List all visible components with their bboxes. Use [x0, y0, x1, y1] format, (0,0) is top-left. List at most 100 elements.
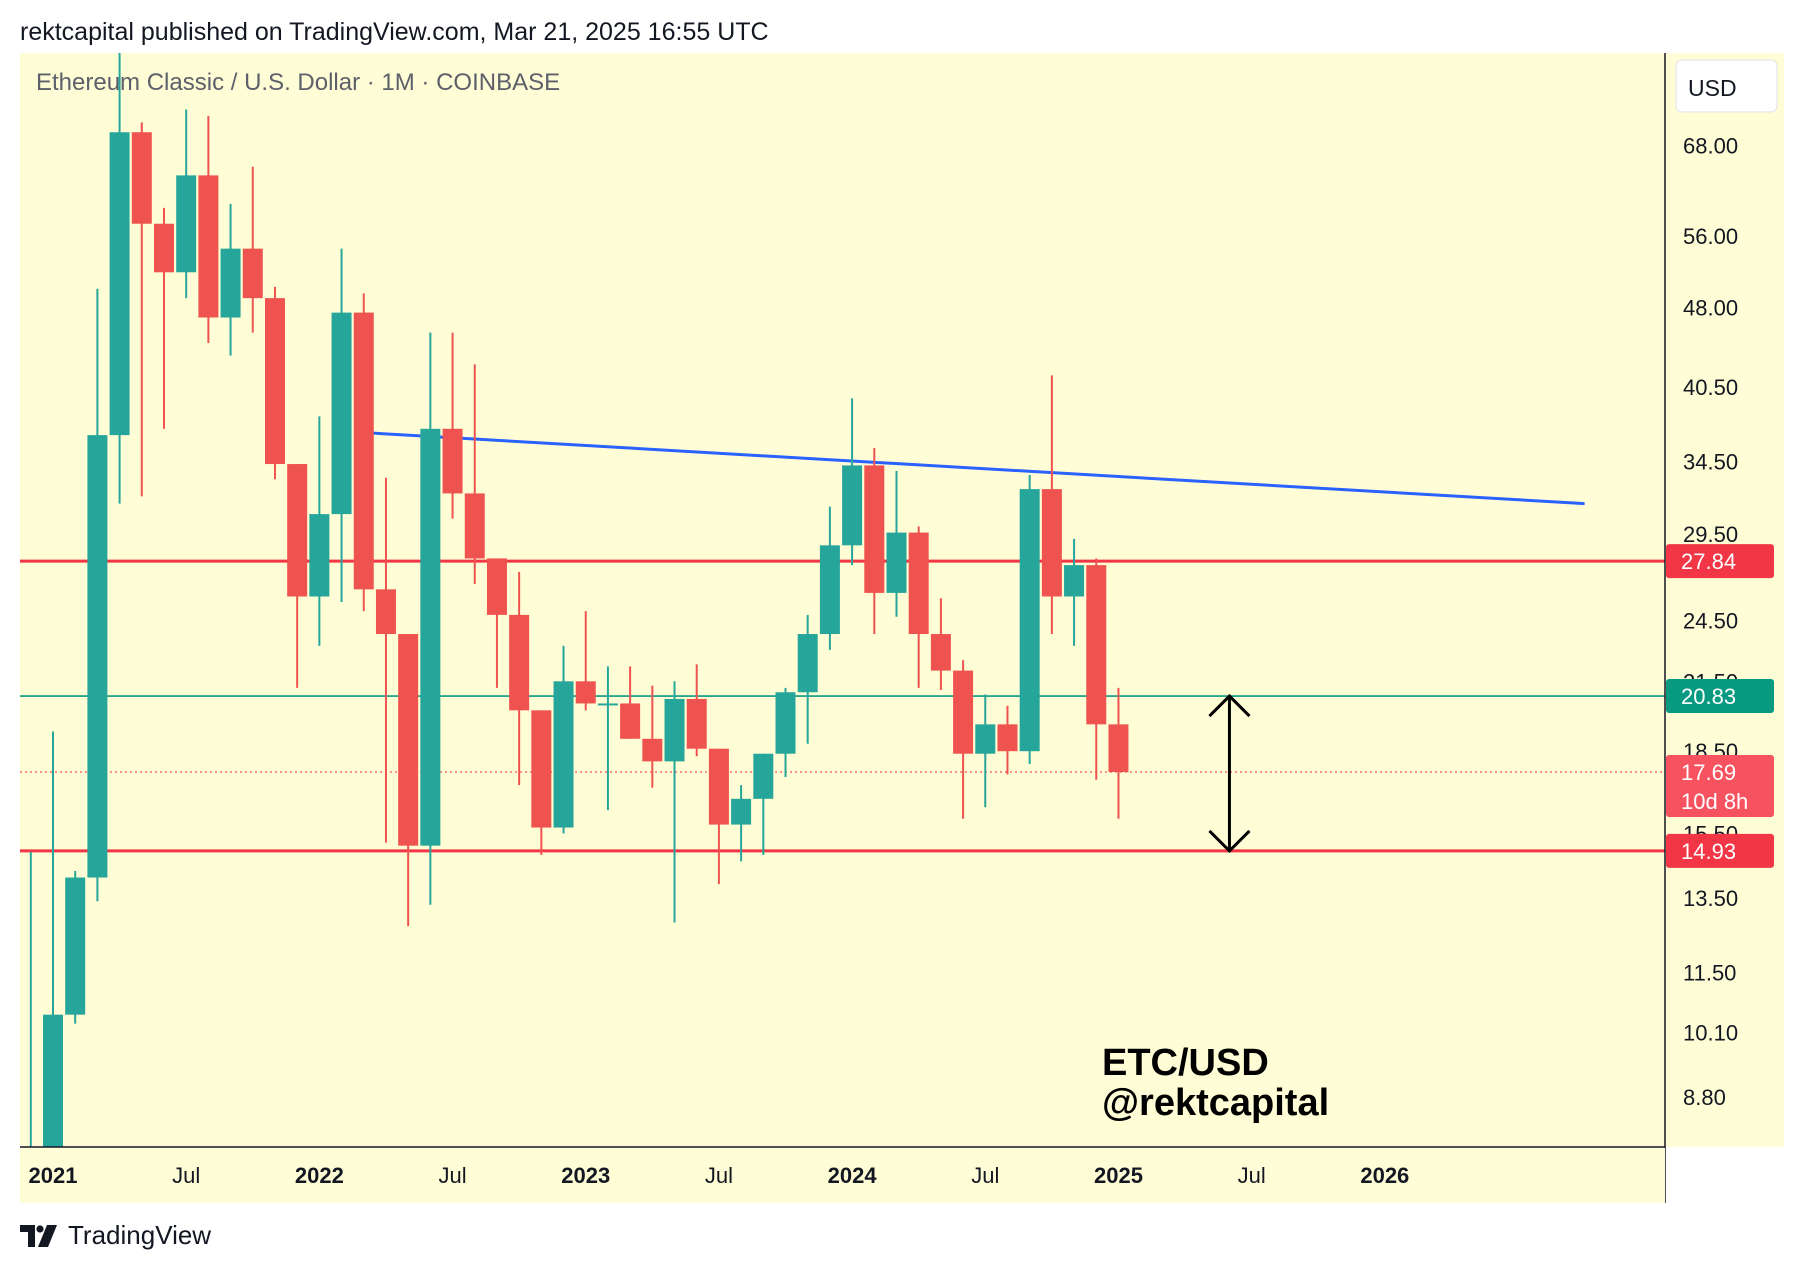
candle[interactable]	[287, 464, 308, 688]
symbol-description: Ethereum Classic / U.S. Dollar · 1M · CO…	[36, 69, 560, 96]
candle[interactable]	[975, 694, 996, 808]
candle[interactable]	[531, 710, 552, 856]
candle-body	[731, 798, 752, 825]
candle-body	[753, 753, 774, 799]
level-price-label: 14.93	[1666, 833, 1774, 868]
price-chart[interactable]: 68.0056.0048.0040.5034.5029.5024.5021.50…	[20, 53, 1784, 1203]
price-tick-label: 11.50	[1683, 960, 1736, 985]
time-axis-background[interactable]	[20, 1148, 1665, 1203]
candle-body	[975, 724, 996, 754]
candle[interactable]	[930, 598, 951, 691]
candle-body	[1019, 489, 1040, 752]
brand-name: TradingView	[68, 1220, 212, 1250]
candle[interactable]	[21, 851, 41, 1203]
candle[interactable]	[331, 248, 352, 602]
candle[interactable]	[43, 731, 63, 1147]
candle[interactable]	[1086, 558, 1107, 780]
currency-button[interactable]: USD	[1675, 59, 1778, 113]
candle-body	[131, 132, 152, 224]
candle[interactable]	[664, 681, 685, 923]
candle[interactable]	[819, 506, 840, 650]
candle[interactable]	[1108, 687, 1129, 819]
candle[interactable]	[553, 645, 574, 834]
candle[interactable]	[775, 687, 796, 778]
candle[interactable]	[109, 53, 130, 504]
candle[interactable]	[375, 477, 396, 843]
candle[interactable]	[864, 448, 885, 635]
price-tick-label: 68.00	[1683, 134, 1738, 159]
candle[interactable]	[1041, 375, 1062, 635]
candle[interactable]	[220, 203, 241, 356]
svg-text:20.83: 20.83	[1681, 684, 1736, 709]
candle-body	[797, 634, 818, 693]
candle[interactable]	[686, 664, 707, 757]
candle[interactable]	[908, 526, 929, 688]
candle[interactable]	[398, 634, 419, 927]
time-tick-label: 2023	[561, 1163, 610, 1188]
price-tick-label: 10.10	[1683, 1021, 1738, 1046]
candle[interactable]	[153, 207, 174, 429]
candle[interactable]	[1019, 475, 1040, 764]
candle[interactable]	[1064, 538, 1085, 646]
candle-body	[620, 703, 641, 739]
candle[interactable]	[842, 398, 863, 566]
candle[interactable]	[420, 332, 441, 905]
tradingview-logo[interactable]: TradingView	[20, 1220, 211, 1251]
candle[interactable]	[620, 666, 641, 739]
candle-body	[176, 175, 197, 273]
candle[interactable]	[242, 166, 263, 333]
candle[interactable]	[131, 122, 152, 497]
candle[interactable]	[442, 332, 463, 519]
candle[interactable]	[464, 364, 485, 585]
price-tick-label: 40.50	[1683, 375, 1738, 400]
candle-body	[775, 692, 796, 754]
candle[interactable]	[87, 288, 108, 902]
time-tick-label: Jul	[705, 1163, 733, 1188]
candle[interactable]	[708, 748, 729, 885]
time-tick-label: 2025	[1094, 1163, 1143, 1188]
candle-body	[864, 465, 885, 593]
candle-body	[375, 589, 396, 635]
candle[interactable]	[264, 286, 285, 480]
candle[interactable]	[753, 753, 774, 856]
candle[interactable]	[886, 470, 907, 617]
candle[interactable]	[642, 685, 663, 788]
candle-body	[398, 634, 419, 846]
candle-body	[597, 703, 618, 706]
candle[interactable]	[797, 614, 818, 744]
price-tick-label: 8.80	[1683, 1085, 1726, 1110]
candle-body	[575, 681, 596, 704]
candle[interactable]	[198, 115, 219, 343]
price-axis-background[interactable]	[1665, 53, 1784, 1147]
candle-body	[953, 670, 974, 754]
candle[interactable]	[953, 660, 974, 819]
time-tick-label: Jul	[1238, 1163, 1266, 1188]
candle[interactable]	[509, 571, 530, 786]
candle[interactable]	[176, 109, 197, 299]
candle[interactable]	[731, 785, 752, 862]
price-tick-label: 48.00	[1683, 296, 1738, 321]
chart-container[interactable]: 68.0056.0048.0040.5034.5029.5024.5021.50…	[20, 53, 1784, 1203]
candle-body	[331, 312, 352, 515]
candle[interactable]	[575, 611, 596, 711]
descending-trendline[interactable]	[363, 431, 1585, 506]
candle-body	[1064, 565, 1085, 597]
candle[interactable]	[353, 293, 374, 612]
range-arrow[interactable]	[1208, 693, 1251, 854]
candle-body	[420, 428, 441, 846]
candle[interactable]	[486, 558, 507, 688]
candle[interactable]	[997, 705, 1018, 775]
candle-body	[642, 738, 663, 762]
candle-body	[43, 1014, 63, 1147]
time-tick-label: Jul	[971, 1163, 999, 1188]
time-tick-label: 2024	[828, 1163, 878, 1188]
candle[interactable]	[597, 666, 618, 811]
candle-body	[109, 132, 130, 436]
candle[interactable]	[65, 870, 86, 1024]
candle-body	[309, 514, 330, 597]
candle-body	[664, 698, 685, 762]
candle[interactable]	[309, 416, 330, 646]
candle-body	[930, 634, 951, 671]
time-tick-label: 2026	[1360, 1163, 1409, 1188]
candle-body	[287, 464, 308, 597]
